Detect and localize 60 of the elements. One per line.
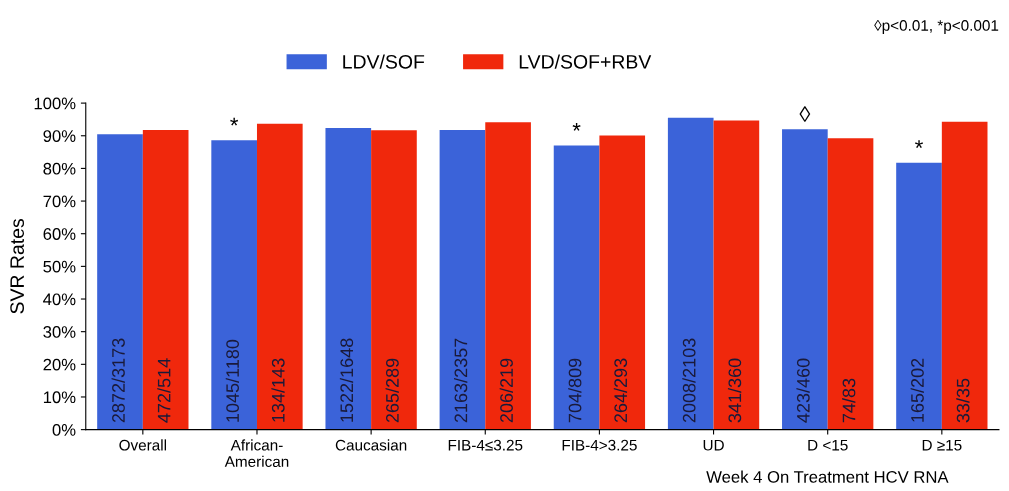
- bar: [896, 162, 942, 430]
- bar: [713, 120, 760, 430]
- legend-label: LDV/SOF: [343, 54, 425, 69]
- legend-label: LVD/SOF+RBV: [519, 54, 652, 69]
- annotation: *: [915, 140, 923, 148]
- x-tick-label: Caucasian: [335, 439, 407, 451]
- y-tick-label: 100%: [34, 97, 76, 110]
- y-tick-label: 90%: [43, 130, 76, 142]
- data-label: 74/83: [842, 378, 856, 423]
- data-label: 1045/1180: [225, 339, 239, 422]
- y-tick-label: 0%: [52, 424, 76, 436]
- x-tick-label: D ≥15: [922, 439, 962, 451]
- y-tick-label: 50%: [43, 260, 76, 273]
- bar: [827, 138, 874, 430]
- text: Week 4 On Treatment HCV RNA: [706, 470, 949, 483]
- y-tick-label: 20%: [43, 358, 76, 371]
- x-tick-label: D <15: [808, 439, 848, 451]
- x-tick-label: UD: [703, 439, 724, 451]
- y-tick-label: 80%: [43, 162, 76, 175]
- data-label: 1522/1648: [339, 338, 354, 422]
- data-label: 2008/2103: [682, 338, 696, 423]
- bar: [371, 130, 417, 430]
- annotation: ◊: [799, 106, 811, 122]
- y-tick-label: 60%: [43, 228, 76, 240]
- annotation: *: [230, 117, 239, 126]
- x-tick-label: Overall: [119, 439, 167, 451]
- bar: [256, 123, 303, 430]
- data-label: 2872/3173: [111, 338, 125, 423]
- bar: [97, 134, 143, 430]
- y-axis-title: SVR Rates: [10, 218, 25, 314]
- text: ◊p<0.01, *p<0.001: [874, 19, 999, 34]
- bar: [142, 129, 189, 430]
- bar: [599, 135, 646, 430]
- bar: [325, 127, 372, 430]
- data-label: 472/514: [157, 358, 171, 423]
- x-tick-label: FIB-4≤3.25: [448, 439, 523, 451]
- data-label: 423/460: [796, 358, 810, 423]
- x-tick-label: African- American: [224, 439, 289, 468]
- data-label: 2163/2357: [454, 338, 468, 423]
- data-label: 264/293: [613, 358, 628, 423]
- bar: [782, 129, 828, 430]
- bar: [485, 122, 531, 430]
- data-label: 134/143: [271, 358, 285, 422]
- annotation: *: [572, 122, 581, 131]
- y-tick-label: 40%: [43, 293, 76, 306]
- bar: [667, 117, 714, 430]
- y-tick-label: 70%: [43, 195, 76, 208]
- data-label: 265/289: [385, 358, 399, 423]
- data-label: 165/202: [910, 358, 924, 422]
- y-tick-label: 10%: [43, 391, 76, 404]
- bar: [553, 145, 600, 430]
- data-label: 206/219: [499, 358, 513, 423]
- x-tick-label: FIB-4>3.25: [562, 439, 637, 451]
- bar: [941, 121, 988, 430]
- data-label: 33/35: [956, 378, 970, 423]
- bar: [211, 140, 257, 430]
- bar: [439, 129, 486, 430]
- data-label: 341/360: [727, 358, 742, 423]
- y-tick-label: 30%: [43, 326, 76, 338]
- data-label: 704/809: [568, 358, 582, 423]
